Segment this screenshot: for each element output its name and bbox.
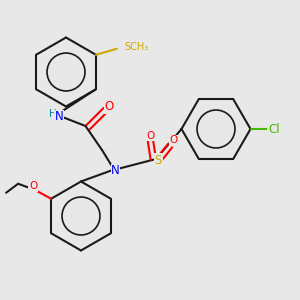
Text: S: S — [155, 154, 162, 167]
Text: N: N — [111, 164, 120, 178]
Text: H: H — [49, 109, 56, 119]
Text: N: N — [55, 110, 64, 124]
Text: Cl: Cl — [268, 122, 280, 136]
Text: SCH₃: SCH₃ — [124, 42, 148, 52]
Text: O: O — [29, 181, 37, 191]
Text: O: O — [169, 135, 178, 146]
Text: O: O — [146, 131, 155, 141]
Text: O: O — [104, 100, 113, 113]
